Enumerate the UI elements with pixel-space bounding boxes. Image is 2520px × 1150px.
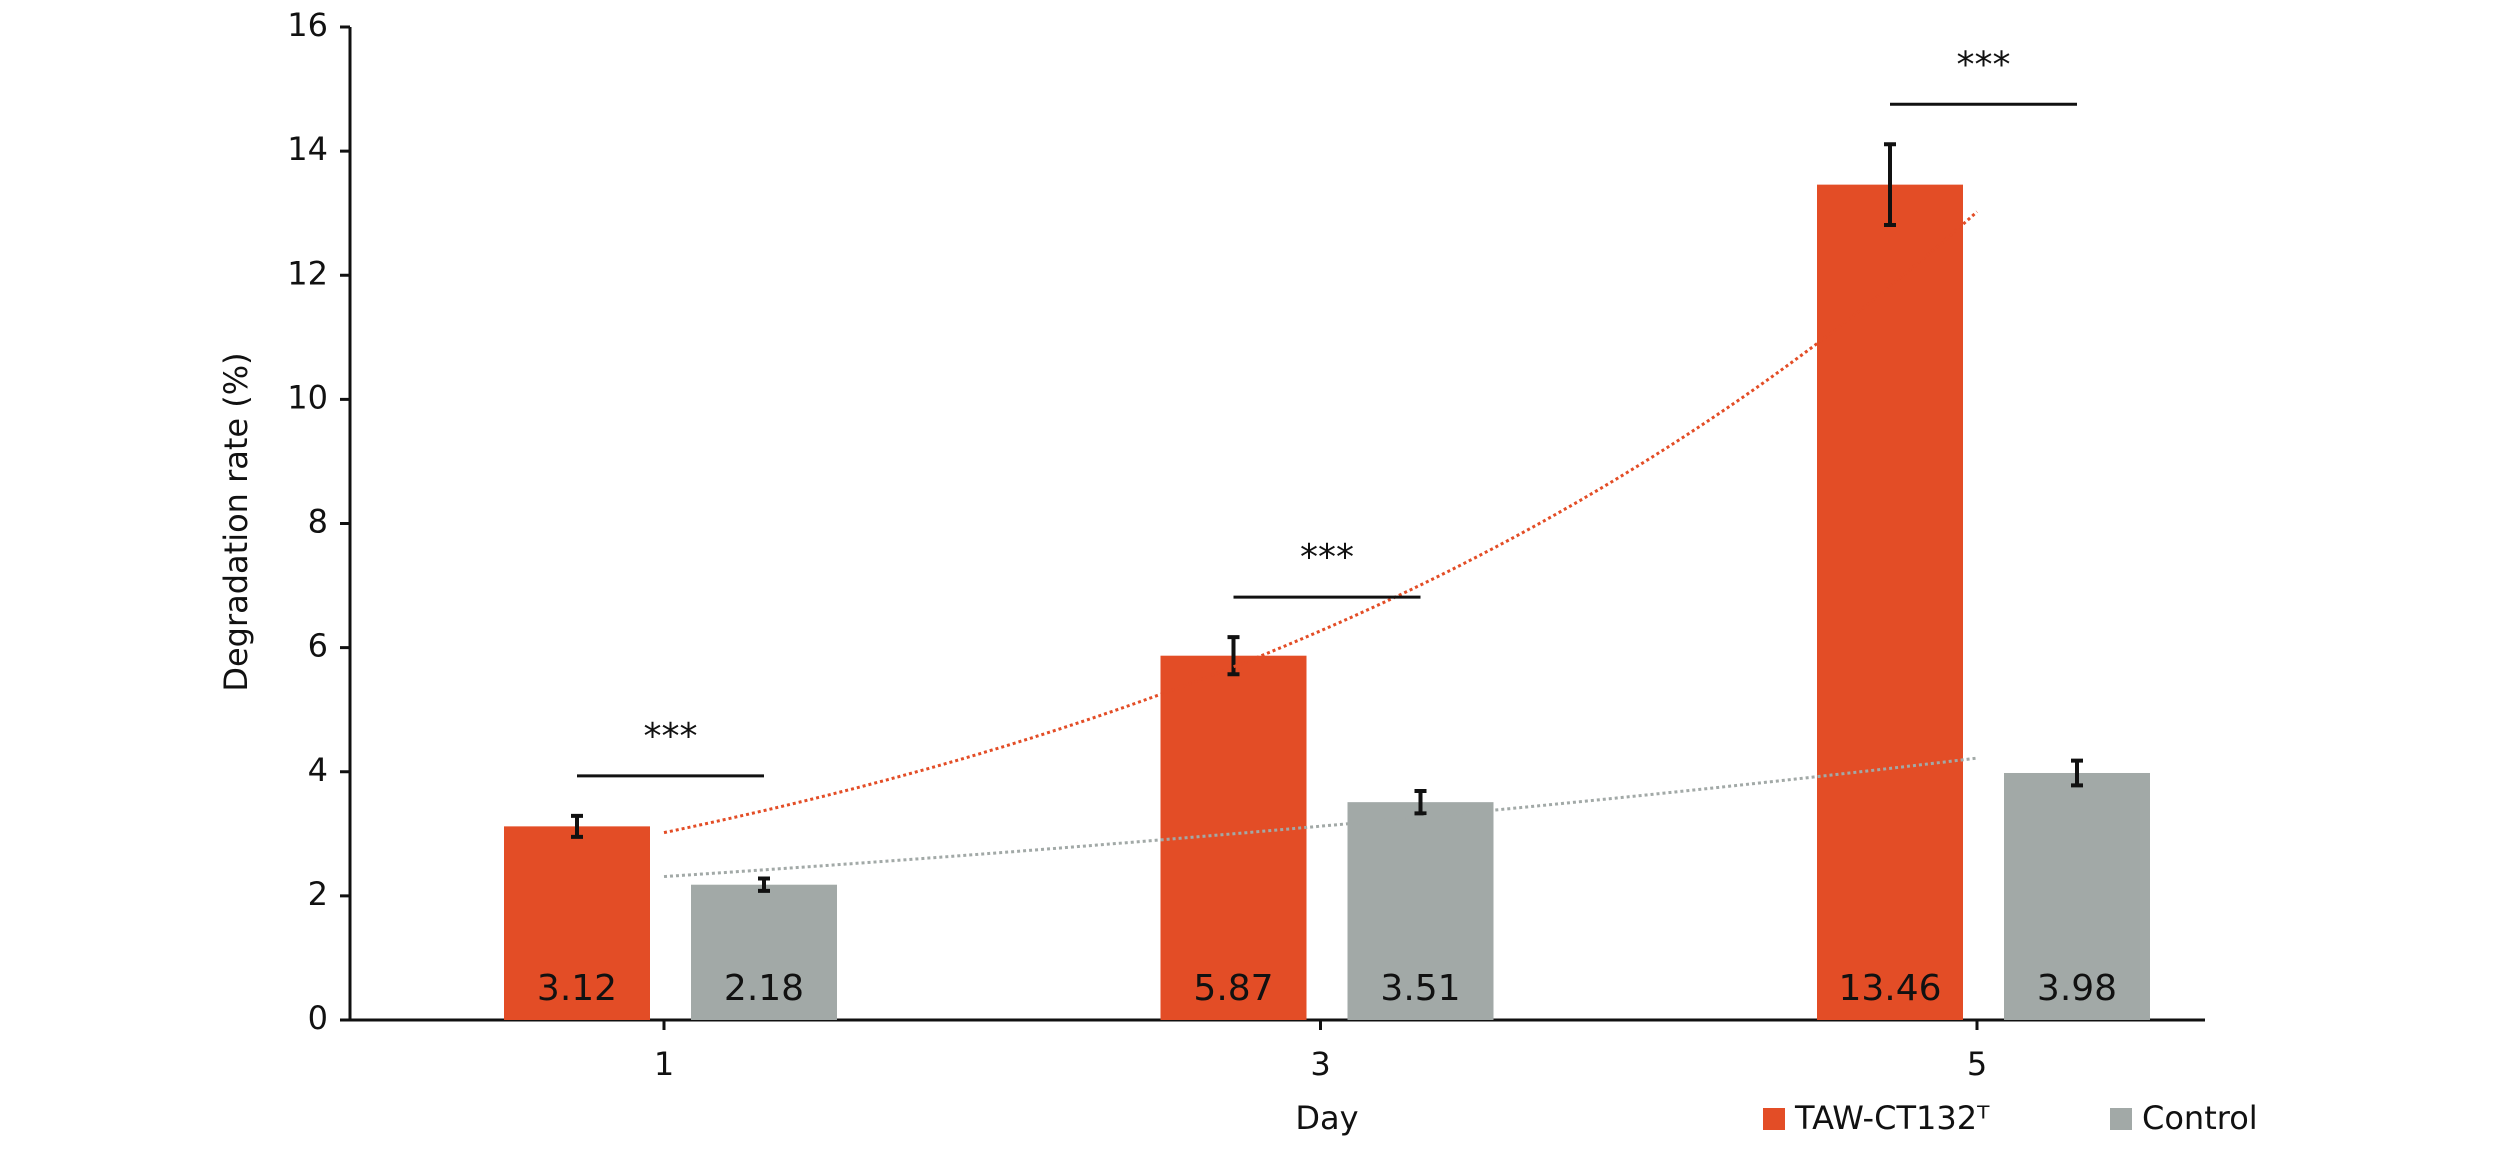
error-bar: [1414, 788, 1427, 816]
bar: [2004, 772, 2150, 1020]
x-tick-label: 1: [654, 1045, 674, 1083]
legend-label: Control: [2142, 1099, 2258, 1137]
legend-swatch: [2110, 1108, 2132, 1130]
y-tick-label: 16: [287, 6, 328, 44]
bar: [691, 884, 837, 1020]
error-bar: [1884, 142, 1896, 227]
value-label: 5.87: [1193, 968, 1273, 1009]
trendline: [663, 210, 1978, 835]
x-tick-label: 5: [1967, 1045, 1987, 1083]
value-label: 3.12: [537, 968, 617, 1009]
value-label: 2.18: [724, 968, 804, 1009]
trendline: [663, 756, 1978, 879]
y-tick-label: 0: [308, 999, 328, 1037]
significance-label: ***: [1300, 537, 1354, 578]
y-tick-label: 4: [308, 751, 328, 789]
error-bar: [571, 813, 583, 839]
x-axis-label: Day: [1295, 1099, 1358, 1137]
bar: [1817, 184, 1963, 1021]
error-bar: [1227, 635, 1240, 677]
bar: [504, 826, 650, 1020]
y-tick-label: 14: [287, 130, 328, 168]
legend-swatch: [1763, 1108, 1785, 1130]
bar: [1160, 655, 1307, 1020]
bar: [1347, 802, 1494, 1020]
y-tick-label: 10: [287, 378, 328, 416]
error-bar: [2071, 758, 2083, 788]
x-tick-label: 3: [1310, 1045, 1330, 1083]
y-tick-label: 8: [308, 503, 328, 541]
value-label: 13.46: [1838, 968, 1941, 1009]
significance-label: ***: [644, 716, 698, 757]
significance-label: ***: [1957, 44, 2011, 85]
error-bar: [758, 876, 770, 893]
y-tick-label: 6: [308, 627, 328, 665]
legend-label: TAW-CT132ᵀ: [1794, 1099, 1990, 1137]
y-tick-label: 2: [308, 875, 328, 913]
value-label: 3.98: [2037, 968, 2117, 1009]
value-label: 3.51: [1380, 968, 1460, 1009]
y-tick-label: 12: [287, 254, 328, 292]
y-axis-label: Degradation rate (%): [217, 352, 255, 691]
